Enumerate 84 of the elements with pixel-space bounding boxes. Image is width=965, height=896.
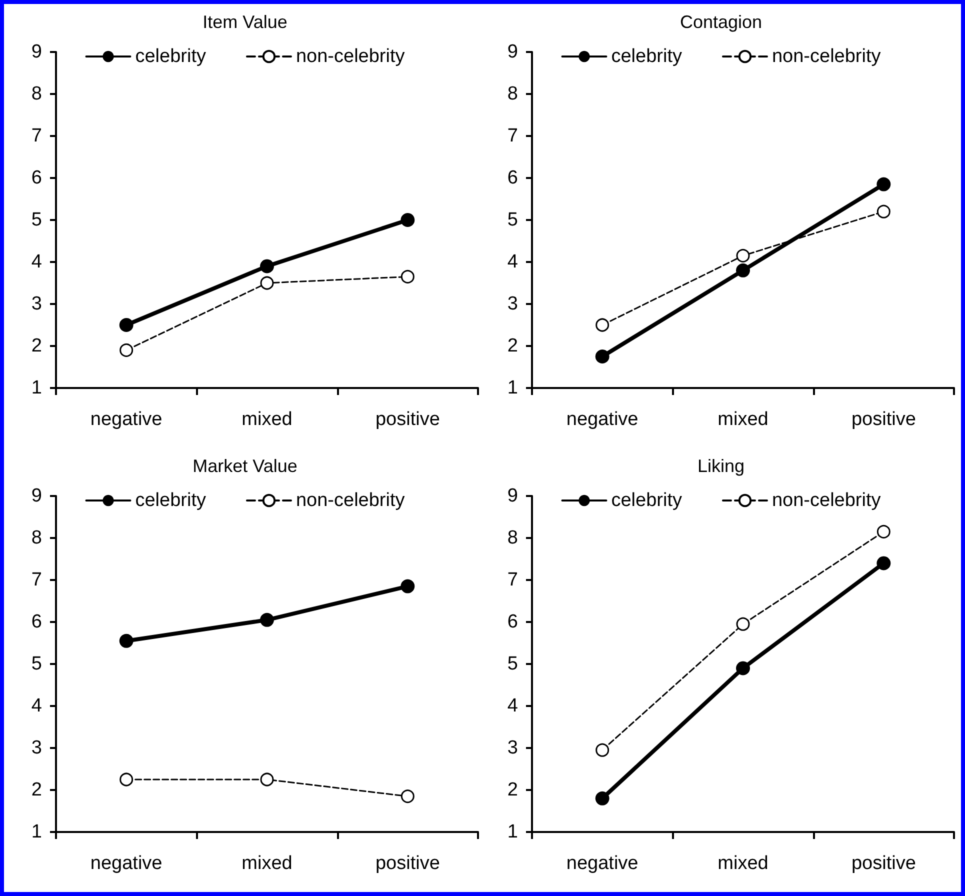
- point: [736, 617, 750, 631]
- point: [400, 270, 414, 284]
- y-tick-label: 9: [507, 42, 518, 62]
- y-tick-label: 1: [31, 822, 42, 842]
- y-tick-label: 2: [31, 780, 42, 800]
- x-tick-label: negative: [566, 853, 638, 874]
- point: [596, 318, 610, 332]
- y-tick-label: 6: [31, 168, 42, 188]
- point: [736, 248, 750, 262]
- point: [120, 772, 134, 786]
- y-tick-label: 2: [507, 780, 518, 800]
- y-tick-label: 1: [31, 378, 42, 398]
- y-tick-label: 4: [507, 696, 518, 716]
- chart-title: Liking: [697, 456, 745, 476]
- y-tick-label: 3: [507, 294, 518, 314]
- point: [400, 790, 414, 804]
- y-tick-label: 8: [31, 528, 42, 548]
- point: [876, 556, 891, 570]
- y-tick-label: 1: [507, 378, 518, 398]
- legend-label: celebrity: [135, 46, 206, 67]
- y-tick-label: 8: [507, 528, 518, 548]
- y-tick-label: 5: [507, 210, 518, 230]
- x-tick-label: mixed: [242, 409, 292, 430]
- point: [260, 612, 274, 627]
- y-tick-label: 7: [507, 570, 518, 590]
- x-tick-label: negative: [90, 409, 162, 430]
- x-tick-label: negative: [566, 409, 638, 430]
- point: [400, 213, 415, 227]
- legend-label: non-celebrity: [296, 490, 406, 511]
- y-tick-label: 9: [507, 486, 518, 506]
- x-tick-label: mixed: [718, 853, 768, 874]
- x-tick-label: positive: [375, 853, 440, 874]
- x-tick-label: mixed: [242, 853, 292, 874]
- legend-label: non-celebrity: [772, 490, 882, 511]
- y-tick-label: 5: [507, 654, 518, 674]
- y-tick-label: 5: [31, 210, 42, 230]
- y-tick-label: 2: [31, 336, 42, 356]
- y-tick-label: 6: [507, 612, 518, 632]
- x-tick-label: mixed: [718, 409, 768, 430]
- point: [595, 791, 610, 806]
- point: [260, 772, 274, 786]
- y-tick-label: 2: [507, 336, 518, 356]
- y-tick-label: 7: [31, 126, 42, 146]
- point: [119, 634, 134, 648]
- y-tick-label: 4: [31, 252, 42, 272]
- x-tick-label: positive: [851, 853, 916, 874]
- y-tick-label: 7: [507, 126, 518, 146]
- y-tick-label: 3: [507, 738, 518, 758]
- legend-label: celebrity: [611, 490, 682, 511]
- y-tick-label: 5: [31, 654, 42, 674]
- point: [400, 579, 415, 594]
- point: [260, 259, 274, 274]
- point: [736, 661, 750, 676]
- y-tick-label: 9: [31, 486, 42, 506]
- y-tick-label: 3: [31, 738, 42, 758]
- point: [119, 318, 134, 332]
- y-tick-label: 7: [31, 570, 42, 590]
- point: [876, 177, 891, 192]
- y-tick-label: 3: [31, 294, 42, 314]
- point: [260, 276, 274, 290]
- legend-label: celebrity: [611, 46, 682, 67]
- chart-title: Contagion: [680, 12, 762, 32]
- x-tick-label: positive: [375, 409, 440, 430]
- point: [120, 343, 134, 357]
- y-tick-label: 6: [31, 612, 42, 632]
- point: [876, 204, 890, 218]
- y-tick-label: 1: [507, 822, 518, 842]
- y-tick-label: 9: [31, 42, 42, 62]
- x-tick-label: positive: [851, 409, 916, 430]
- legend-label: celebrity: [135, 490, 206, 511]
- y-tick-label: 8: [31, 84, 42, 104]
- y-tick-label: 6: [507, 168, 518, 188]
- y-tick-label: 4: [31, 696, 42, 716]
- point: [595, 350, 610, 364]
- x-tick-label: negative: [90, 853, 162, 874]
- legend-label: non-celebrity: [772, 46, 882, 67]
- point: [876, 524, 890, 538]
- chart-title: Item Value: [202, 12, 288, 32]
- y-tick-label: 4: [507, 252, 518, 272]
- point: [596, 743, 610, 757]
- chart-title: Market Value: [192, 456, 298, 476]
- y-tick-label: 8: [507, 84, 518, 104]
- point: [736, 263, 750, 278]
- legend-label: non-celebrity: [296, 46, 406, 67]
